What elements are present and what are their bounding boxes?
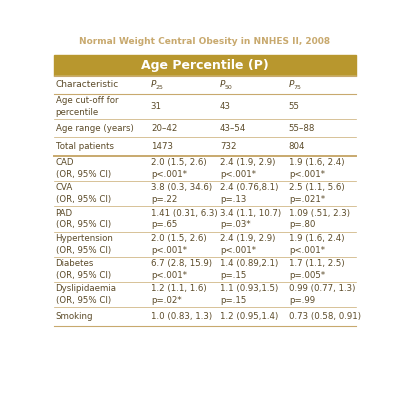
Text: p<.001*: p<.001* xyxy=(220,246,256,254)
Text: 1.9 (1.6, 2.4): 1.9 (1.6, 2.4) xyxy=(289,234,344,243)
Text: Smoking: Smoking xyxy=(56,312,93,321)
Text: 55–88: 55–88 xyxy=(289,124,315,132)
Bar xyxy=(54,232,356,257)
Text: 3.8 (0.3, 34.6): 3.8 (0.3, 34.6) xyxy=(151,183,212,192)
Text: Age Percentile (P): Age Percentile (P) xyxy=(141,59,269,72)
Text: 75: 75 xyxy=(294,85,302,90)
Text: P: P xyxy=(289,80,294,89)
Text: p=.021*: p=.021* xyxy=(289,195,325,204)
Bar xyxy=(54,119,356,137)
Text: (OR, 95% CI): (OR, 95% CI) xyxy=(56,220,111,229)
Text: 25: 25 xyxy=(156,85,164,90)
Text: p<.001*: p<.001* xyxy=(151,170,187,179)
Text: p=.13: p=.13 xyxy=(220,195,246,204)
Text: P: P xyxy=(220,80,225,89)
Text: p=.65: p=.65 xyxy=(151,220,177,229)
Text: 31: 31 xyxy=(151,102,162,111)
Text: 1.4 (0.89,2.1): 1.4 (0.89,2.1) xyxy=(220,259,278,268)
Bar xyxy=(54,206,356,232)
Text: 1.09 (.51, 2.3): 1.09 (.51, 2.3) xyxy=(289,209,350,218)
Text: p<.001*: p<.001* xyxy=(151,246,187,254)
Text: Diabetes: Diabetes xyxy=(56,259,94,268)
Text: 3.4 (1.1, 10.7): 3.4 (1.1, 10.7) xyxy=(220,209,281,218)
Text: Age cut-off for: Age cut-off for xyxy=(56,96,118,105)
Text: 55: 55 xyxy=(289,102,300,111)
Text: PAD: PAD xyxy=(56,209,73,218)
Text: Hypertension: Hypertension xyxy=(56,234,114,243)
Text: 804: 804 xyxy=(289,142,305,151)
Text: CVA: CVA xyxy=(56,183,73,192)
Text: 2.4 (1.9, 2.9): 2.4 (1.9, 2.9) xyxy=(220,158,275,167)
Text: 1.1 (0.93,1.5): 1.1 (0.93,1.5) xyxy=(220,284,278,293)
Bar xyxy=(54,181,356,206)
Text: 1.2 (0.95,1.4): 1.2 (0.95,1.4) xyxy=(220,312,278,321)
Bar xyxy=(54,307,356,326)
Text: 43–54: 43–54 xyxy=(220,124,246,132)
Text: p=.005*: p=.005* xyxy=(289,271,325,280)
Text: p=.15: p=.15 xyxy=(220,296,246,305)
Text: 732: 732 xyxy=(220,142,236,151)
Text: P: P xyxy=(151,80,156,89)
Text: 1.7 (1.1, 2.5): 1.7 (1.1, 2.5) xyxy=(289,259,344,268)
Text: 2.0 (1.5, 2.6): 2.0 (1.5, 2.6) xyxy=(151,234,206,243)
Text: 0.73 (0.58, 0.91): 0.73 (0.58, 0.91) xyxy=(289,312,361,321)
Text: 0.99 (0.77, 1.3): 0.99 (0.77, 1.3) xyxy=(289,284,355,293)
Text: p=.03*: p=.03* xyxy=(220,220,250,229)
Text: p<.001*: p<.001* xyxy=(151,271,187,280)
Text: p<.001*: p<.001* xyxy=(220,170,256,179)
Text: 2.5 (1.1, 5.6): 2.5 (1.1, 5.6) xyxy=(289,183,344,192)
Text: 43: 43 xyxy=(220,102,231,111)
Text: p=.22: p=.22 xyxy=(151,195,177,204)
Text: p<.001*: p<.001* xyxy=(289,246,325,254)
Text: (OR, 95% CI): (OR, 95% CI) xyxy=(56,296,111,305)
Text: p=.15: p=.15 xyxy=(220,271,246,280)
Text: 2.0 (1.5, 2.6): 2.0 (1.5, 2.6) xyxy=(151,158,206,167)
Text: 1.41 (0.31, 6.3): 1.41 (0.31, 6.3) xyxy=(151,209,218,218)
Text: Total patients: Total patients xyxy=(56,142,114,151)
Text: 50: 50 xyxy=(225,85,232,90)
Text: (OR, 95% CI): (OR, 95% CI) xyxy=(56,170,111,179)
Text: p=.02*: p=.02* xyxy=(151,296,182,305)
Bar xyxy=(54,257,356,282)
Text: Age range (years): Age range (years) xyxy=(56,124,133,132)
Text: CAD: CAD xyxy=(56,158,74,167)
Text: percentile: percentile xyxy=(56,108,99,116)
Bar xyxy=(54,76,356,94)
Text: 1.0 (0.83, 1.3): 1.0 (0.83, 1.3) xyxy=(151,312,212,321)
Text: 1.2 (1.1, 1.6): 1.2 (1.1, 1.6) xyxy=(151,284,206,293)
Text: 2.4 (0.76,8.1): 2.4 (0.76,8.1) xyxy=(220,183,278,192)
Text: (OR, 95% CI): (OR, 95% CI) xyxy=(56,195,111,204)
Text: 20–42: 20–42 xyxy=(151,124,177,132)
Text: 1473: 1473 xyxy=(151,142,173,151)
Text: (OR, 95% CI): (OR, 95% CI) xyxy=(56,246,111,254)
Bar xyxy=(54,55,356,76)
Text: Normal Weight Central Obesity in NNHES II, 2008: Normal Weight Central Obesity in NNHES I… xyxy=(80,38,330,46)
Bar xyxy=(54,282,356,307)
Text: Dyslipidaemia: Dyslipidaemia xyxy=(56,284,116,293)
Text: 1.9 (1.6, 2.4): 1.9 (1.6, 2.4) xyxy=(289,158,344,167)
Bar xyxy=(54,94,356,119)
Text: 2.4 (1.9, 2.9): 2.4 (1.9, 2.9) xyxy=(220,234,275,243)
Bar xyxy=(54,137,356,156)
Text: (OR, 95% CI): (OR, 95% CI) xyxy=(56,271,111,280)
Text: p<.001*: p<.001* xyxy=(289,170,325,179)
Text: p=.80: p=.80 xyxy=(289,220,315,229)
Text: Characteristic: Characteristic xyxy=(56,80,119,89)
Text: 6.7 (2.8, 15.9): 6.7 (2.8, 15.9) xyxy=(151,259,212,268)
Text: p=.99: p=.99 xyxy=(289,296,315,305)
Bar xyxy=(54,156,356,181)
